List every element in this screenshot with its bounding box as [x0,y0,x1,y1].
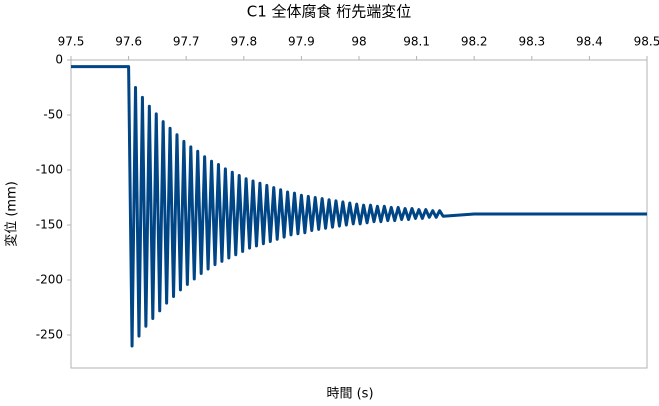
y-tick-label: -250 [36,328,63,342]
x-tick-label: 97.9 [288,35,315,49]
y-tick-label: -50 [43,108,63,122]
y-tick-label: -150 [36,218,63,232]
y-tick-label: -200 [36,273,63,287]
data-line [71,65,647,348]
x-tick-label: 98 [351,35,366,49]
x-tick-label: 98.3 [518,35,545,49]
y-tick-label: 0 [55,53,63,67]
x-tick-label: 97.7 [173,35,200,49]
x-tick-label: 98.4 [576,35,603,49]
y-axis-label: 変位 (mm) [4,181,20,247]
x-tick-label: 98.5 [634,35,659,49]
x-tick-label: 97.8 [230,35,257,49]
x-tick-label: 97.6 [115,35,142,49]
x-tick-label: 97.5 [58,35,85,49]
x-tick-label: 98.2 [461,35,488,49]
chart-title: C1 全体腐食 桁先端変位 [247,3,412,21]
y-tick-label: -100 [36,163,63,177]
x-tick-label: 98.1 [403,35,430,49]
x-axis-label: 時間 (s) [326,387,373,402]
